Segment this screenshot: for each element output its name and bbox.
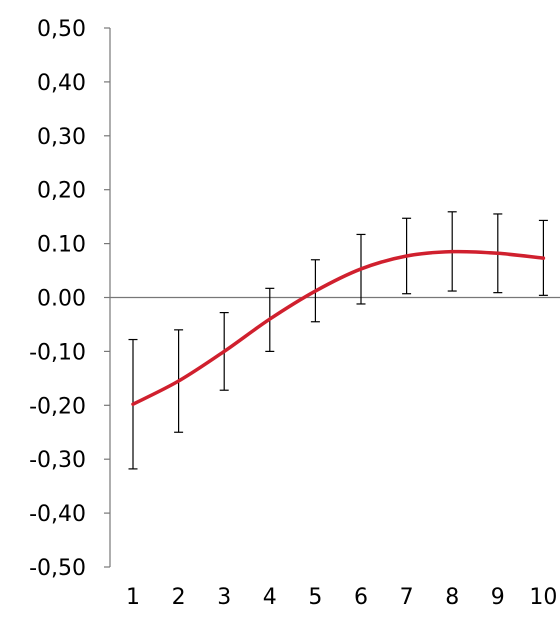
x-tick-label: 10 bbox=[529, 585, 557, 610]
x-axis-labels: 1 2 3 4 5 6 7 8 9 10 bbox=[126, 585, 557, 610]
x-tick-label: 2 bbox=[172, 585, 186, 610]
data-point bbox=[405, 254, 409, 258]
y-axis-ticks: 0,50 0,40 0,30 0,20 0.10 0.00 -0,10 -0,20 -0,30 -… bbox=[29, 17, 110, 581]
data-point bbox=[541, 256, 545, 260]
y-tick-label: -0,50 bbox=[29, 556, 86, 581]
x-tick-label: 3 bbox=[217, 585, 231, 610]
data-point bbox=[313, 289, 317, 293]
y-tick-label: -0,30 bbox=[29, 448, 86, 473]
series-line bbox=[131, 249, 546, 406]
x-tick-label: 7 bbox=[400, 585, 414, 610]
x-tick-label: 8 bbox=[445, 585, 459, 610]
data-point bbox=[177, 379, 181, 383]
y-tick-label: 0,40 bbox=[37, 71, 86, 96]
data-point bbox=[268, 317, 272, 321]
y-tick-label: 0.10 bbox=[37, 233, 86, 258]
x-tick-label: 5 bbox=[308, 585, 322, 610]
y-tick-label: 0.00 bbox=[37, 287, 86, 312]
data-point bbox=[450, 250, 454, 254]
y-tick-label: -0,10 bbox=[29, 340, 86, 365]
x-tick-label: 1 bbox=[126, 585, 140, 610]
data-point bbox=[359, 267, 363, 271]
x-tick-label: 4 bbox=[263, 585, 277, 610]
x-tick-label: 9 bbox=[491, 585, 505, 610]
y-tick-label: -0,20 bbox=[29, 394, 86, 419]
series-layer bbox=[131, 249, 546, 406]
error-bars bbox=[128, 211, 548, 470]
data-point bbox=[131, 402, 135, 406]
data-point bbox=[496, 251, 500, 255]
y-tick-label: -0,40 bbox=[29, 502, 86, 527]
y-tick-label: 0,50 bbox=[37, 17, 86, 42]
data-point bbox=[222, 349, 226, 353]
x-tick-label: 6 bbox=[354, 585, 368, 610]
y-tick-label: 0,30 bbox=[37, 125, 86, 150]
y-tick-label: 0,20 bbox=[37, 179, 86, 204]
